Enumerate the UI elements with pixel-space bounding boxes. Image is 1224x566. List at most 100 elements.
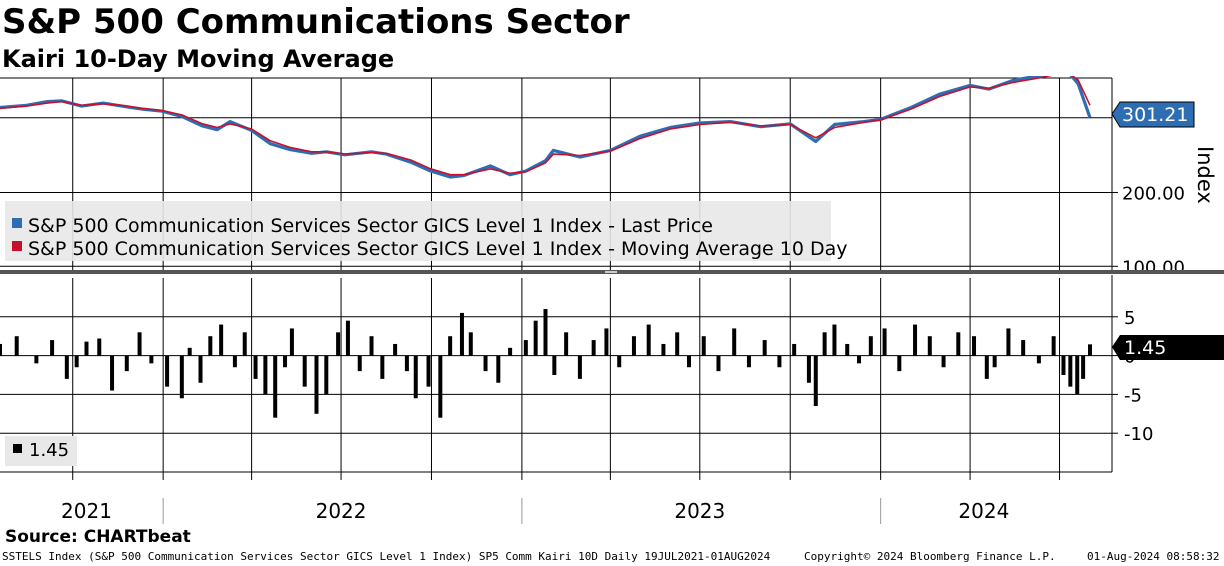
kairi-bar-76 [941,355,946,368]
kairi-bar-26 [314,355,319,414]
kairi-bar-27 [324,355,329,395]
kairi-bar-50 [591,340,596,356]
legend-swatch-price [12,218,22,228]
x-year-label-0: 2021 [61,499,112,523]
kairi-bar-32 [380,355,385,379]
upper-y-ticks: 100.00 200.00 [1112,183,1185,278]
price-last-value: 301.21 [1111,101,1195,128]
kairi-bar-44 [523,340,528,356]
upper-tick-label-1: 200.00 [1122,183,1185,204]
kairi-bar-14 [187,347,192,356]
kairi-bar-35 [413,355,418,399]
kairi-bar-38 [448,336,453,356]
kairi-last-value-tag [1112,335,1224,360]
kairi-bar-80 [992,355,997,368]
kairi-bar-43 [508,347,513,356]
kairi-bar-12 [165,355,170,387]
kairi-bar-6 [84,341,89,356]
kairi-bar-21 [263,355,268,395]
kairi-bar-34 [404,355,409,372]
upper-panel: 100.00 200.00 [0,76,1185,278]
x-year-label-2: 2023 [674,499,725,523]
kairi-bar-82 [1021,340,1026,356]
footer-ticker: SSTELS Index (S&P 500 Communication Serv… [2,550,771,563]
lower-tick-label-2: -5 [1124,385,1142,406]
kairi-bar-70 [857,355,862,364]
kairi-bar-18 [232,355,237,368]
source-text: Source: CHARTbeat [5,527,191,547]
kairi-bar-1 [14,336,19,356]
kairi-bar-31 [369,336,374,356]
kairi-bar-73 [897,355,902,372]
kairi-bar-65 [806,355,811,383]
y-axis-label: Index [1193,146,1217,204]
kairi-bar-74 [913,324,918,356]
x-axis: 2021 2022 2023 2024 [61,472,1061,524]
kairi-bar-53 [631,336,636,356]
kairi-bar-60 [732,328,737,356]
kairi-bar-89 [1088,344,1092,356]
kairi-bar-62 [762,340,767,356]
chart-title: S&P 500 Communications Sector [2,2,630,42]
legend-label-ma: S&P 500 Communication Services Sector GI… [28,238,848,260]
kairi-bar-33 [393,343,398,356]
chart-area: 100.00 200.00 50-5-10 2021 2022 2023 2024 S&… [0,76,1224,524]
kairi-last-value: 1.45 [1112,335,1224,360]
kairi-bar-45 [533,320,538,356]
price-last-value-tag [1111,101,1195,128]
kairi-bar-51 [604,328,609,356]
kairi-bar-0 [0,343,2,356]
price-last-value-text: 301.21 [1122,104,1188,126]
kairi-bar-47 [552,355,557,375]
kairi-bar-46 [543,309,548,356]
kairi-bar-63 [777,355,782,368]
kairi-bar-79 [984,355,989,379]
kairi-bar-9 [124,355,129,372]
kairi-bar-69 [845,343,850,356]
kairi-bar-24 [289,328,294,356]
kairi-last-value-text: 1.45 [1124,337,1166,359]
kairi-bar-87 [1075,355,1080,395]
lower-tick-label-0: 5 [1124,308,1135,329]
kairi-bar-81 [1006,328,1011,356]
kairi-bar-67 [822,332,827,356]
kairi-bar-15 [198,355,203,383]
kairi-bar-85 [1061,355,1066,375]
kairi-bar-8 [110,355,115,391]
kairi-bar-39 [459,312,464,356]
kairi-bar-84 [1051,336,1056,356]
kairi-bar-75 [927,336,932,356]
kairi-bar-20 [253,355,258,379]
kairi-legend: 1.45 [5,436,77,466]
x-year-label-1: 2022 [316,499,367,523]
kairi-bar-78 [972,336,977,356]
kairi-bar-59 [716,355,721,372]
kairi-legend-swatch [13,444,22,453]
chart-subtitle: Kairi 10-Day Moving Average [2,45,395,73]
upper-series [0,76,1092,179]
kairi-bar-57 [686,355,691,368]
kairi-bar-25 [302,355,307,387]
kairi-bar-36 [426,355,431,387]
kairi-bar-52 [617,355,622,368]
kairi-bar-61 [746,355,751,368]
kairi-bar-10 [137,332,142,356]
kairi-bar-68 [832,324,837,356]
kairi-bar-40 [468,332,473,356]
kairi-bar-83 [1036,355,1041,364]
kairi-bar-29 [345,320,350,356]
kairi-bar-55 [661,343,666,356]
kairi-bar-2 [34,355,39,364]
kairi-bar-13 [179,355,184,399]
divider-handle[interactable] [605,271,617,273]
x-year-label-3: 2024 [958,499,1009,523]
upper-tick-label-0: 100.00 [1122,257,1185,278]
kairi-bar-11 [149,355,154,364]
legend-background [5,201,831,261]
lower-y-ticks: 50-5-10 [1112,308,1153,445]
kairi-bar-3 [50,340,55,356]
legend-label-price: S&P 500 Communication Services Sector GI… [28,215,713,237]
kairi-bars [0,309,1092,418]
kairi-legend-label: 1.45 [29,440,69,461]
kairi-bar-88 [1081,355,1086,379]
